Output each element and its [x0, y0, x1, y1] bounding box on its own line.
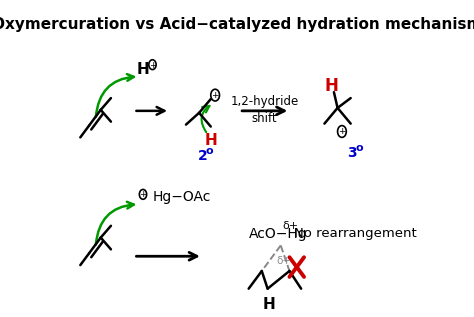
Text: H: H	[205, 133, 218, 148]
Text: shift: shift	[252, 112, 277, 125]
Text: o: o	[356, 143, 363, 153]
Text: No rearrangement: No rearrangement	[294, 227, 417, 240]
Text: Hg−OAc: Hg−OAc	[153, 190, 211, 204]
FancyArrowPatch shape	[201, 106, 210, 132]
FancyArrowPatch shape	[96, 74, 134, 117]
Text: +: +	[338, 127, 346, 137]
Text: δ+: δ+	[283, 221, 299, 231]
Text: +: +	[149, 61, 156, 70]
Text: H: H	[263, 297, 275, 312]
Text: AcO−Hg: AcO−Hg	[249, 227, 307, 241]
Text: +: +	[211, 91, 219, 100]
Text: 1,2-hydride: 1,2-hydride	[230, 94, 299, 107]
Text: H: H	[137, 62, 149, 77]
Text: δ+: δ+	[276, 256, 291, 266]
Text: Oxymercuration vs Acid−catalyzed hydration mechanism: Oxymercuration vs Acid−catalyzed hydrati…	[0, 16, 474, 31]
Text: H: H	[325, 77, 338, 95]
Text: o: o	[206, 146, 213, 156]
Text: 2: 2	[198, 149, 208, 163]
Text: +: +	[139, 190, 147, 199]
Text: 3: 3	[347, 146, 357, 160]
FancyArrowPatch shape	[96, 202, 134, 245]
